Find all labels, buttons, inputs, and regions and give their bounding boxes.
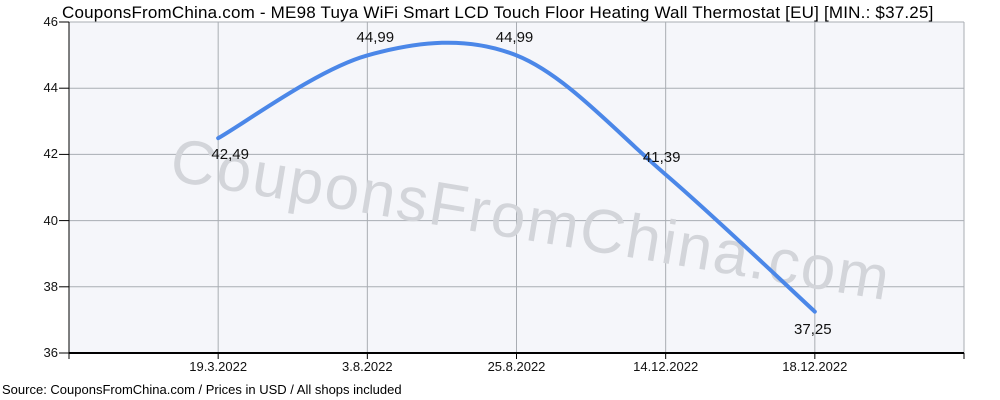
x-axis-tick-label: 19.3.2022	[189, 359, 248, 374]
x-axis-tick-label: 14.12.2022	[633, 359, 699, 374]
y-axis-tick-label: 44	[43, 80, 58, 96]
source-note: Source: CouponsFromChina.com / Prices in…	[2, 382, 402, 397]
y-axis-tick-label: 42	[43, 146, 58, 162]
y-axis-tick-label: 38	[43, 278, 58, 294]
y-axis-tick-label: 46	[43, 14, 58, 29]
x-axis-tick-label: 25.8.2022	[487, 359, 546, 374]
x-axis-tick-label: 3.8.2022	[342, 359, 393, 374]
data-point-label: 44,99	[356, 29, 395, 47]
data-point-label: 44,99	[495, 29, 534, 47]
chart-title: CouponsFromChina.com - ME98 Tuya WiFi Sm…	[62, 3, 934, 22]
data-point-label: 41,39	[642, 148, 681, 166]
data-point-label: 42,49	[211, 146, 249, 164]
y-axis-tick-label: 40	[43, 212, 58, 228]
price-line	[216, 40, 817, 314]
data-point-label: 37,25	[794, 320, 832, 338]
x-axis-tick-label: 18.12.2022	[782, 359, 848, 374]
y-axis-tick-label: 36	[43, 345, 58, 360]
